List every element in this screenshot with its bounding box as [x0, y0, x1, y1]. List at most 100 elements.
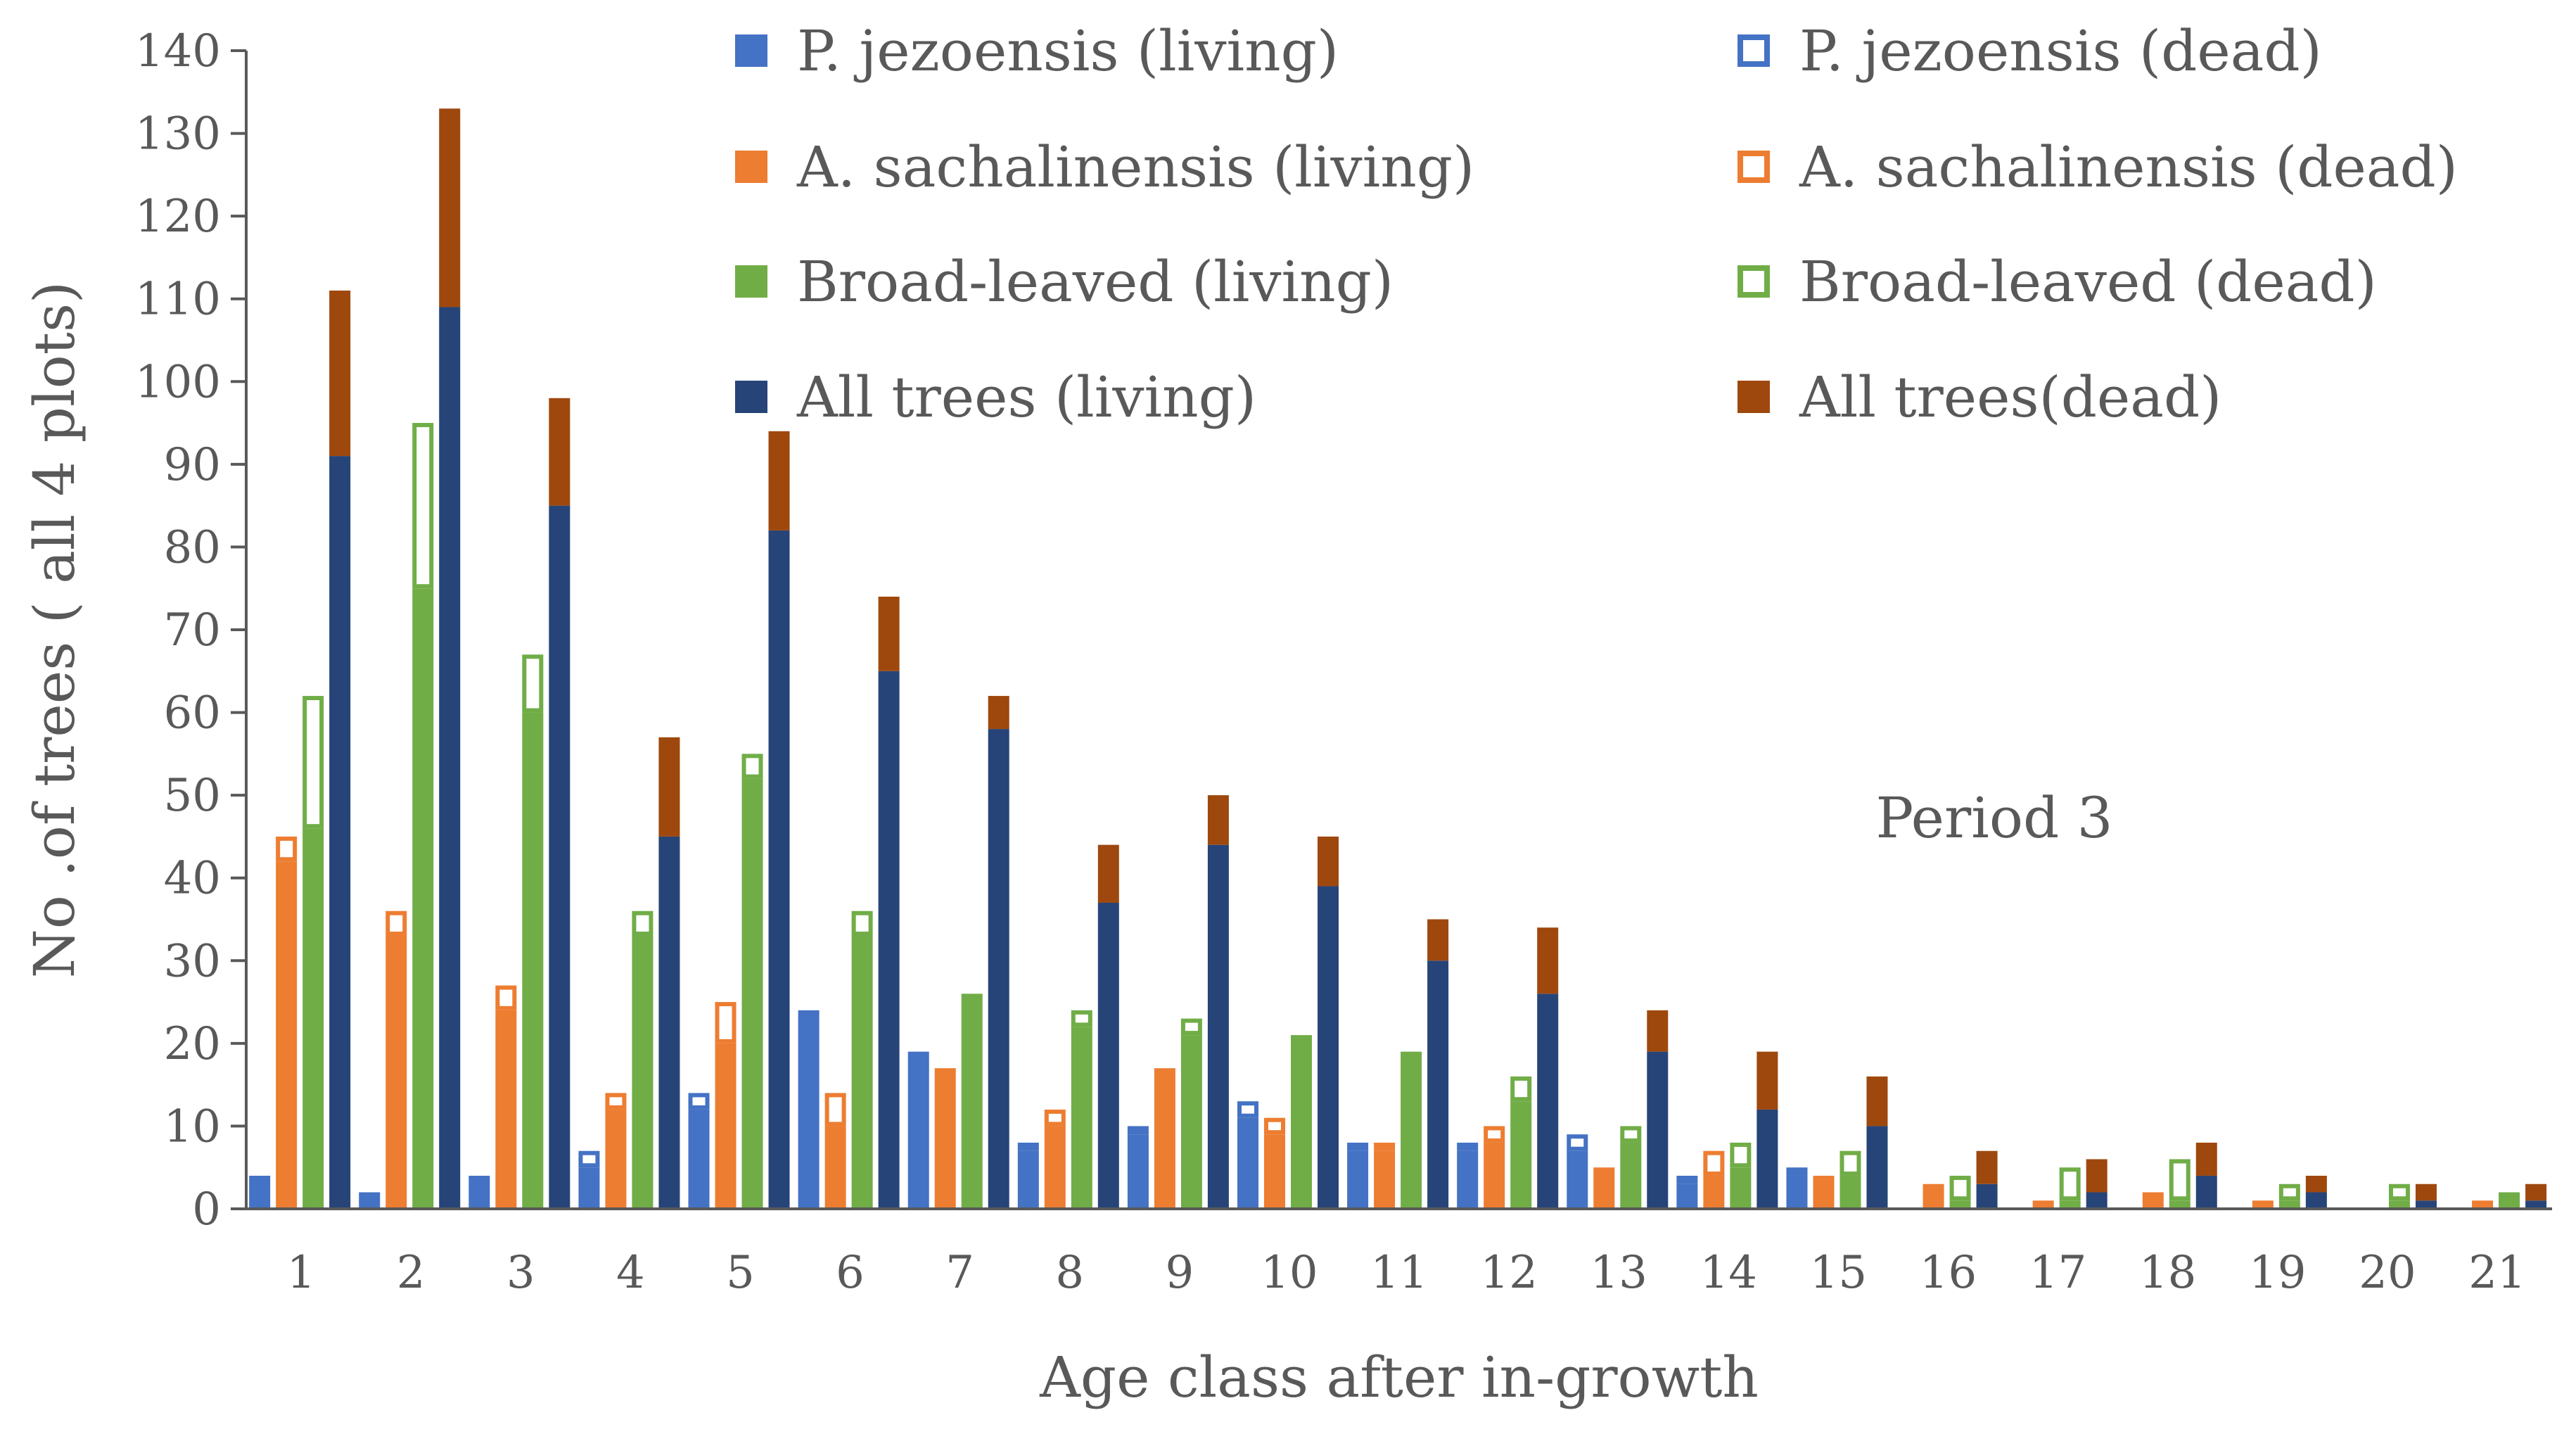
- as-dead-bar: [1374, 1142, 1396, 1151]
- x-tick-label: 8: [1055, 1247, 1084, 1299]
- axes: [245, 51, 2552, 1210]
- y-tick-label: 100: [135, 356, 221, 408]
- pj-dead-bar: [1347, 1142, 1369, 1151]
- y-tick-label: 70: [164, 604, 221, 656]
- as-dead-bar: [824, 1093, 846, 1127]
- all-living-bar: [2305, 1192, 2327, 1209]
- pj-living-bar: [907, 1051, 929, 1209]
- y-tick-label: 20: [164, 1018, 221, 1070]
- pj-living-bar: [688, 1109, 710, 1209]
- pj-dead-bar: [1676, 1175, 1698, 1184]
- all-dead-bar: [1976, 1150, 1998, 1184]
- all-dead-bar: [1318, 836, 1339, 887]
- bl-dead-bar: [412, 423, 434, 589]
- x-tick-label: 7: [945, 1247, 974, 1299]
- all-living-bar: [2415, 1200, 2437, 1209]
- as-dead-bar: [605, 1093, 627, 1110]
- x-axis-title: Age class after in-growth: [1039, 1345, 1759, 1410]
- pj-living-legend-swatch: [735, 34, 767, 67]
- bl-dead-bar: [1839, 1150, 1861, 1176]
- bl-dead-bar: [2059, 1167, 2081, 1201]
- pj-dead-bar: [578, 1150, 600, 1168]
- y-tick-label: 90: [164, 439, 221, 491]
- all-dead-bar: [2195, 1142, 2217, 1176]
- bl-living-bar: [1071, 1027, 1092, 1209]
- as-living-bar: [385, 936, 407, 1209]
- all-living-bar: [1976, 1184, 1998, 1209]
- bl-dead-bar: [522, 654, 544, 713]
- x-tick-label: 9: [1165, 1247, 1194, 1299]
- all-living-bar: [1537, 994, 1559, 1209]
- all-dead-bar: [878, 596, 900, 671]
- x-tick-label: 6: [836, 1247, 865, 1299]
- bl-dead-bar: [1949, 1175, 1971, 1201]
- bl-living-bar: [2059, 1200, 2081, 1209]
- bl-living-bar: [1180, 1035, 1202, 1209]
- x-tick-label: 19: [2249, 1247, 2306, 1299]
- as-living-bar: [1154, 1068, 1175, 1209]
- bl-living-bar: [522, 712, 544, 1209]
- as-dead-bar: [1044, 1109, 1066, 1127]
- as-dead-bar: [385, 910, 407, 937]
- bl-dead-bar: [2169, 1159, 2191, 1201]
- pj-living-bar: [1567, 1150, 1588, 1209]
- bl-dead-bar: [632, 910, 653, 937]
- bl-living-bar: [741, 778, 763, 1209]
- as-living-bar: [1484, 1142, 1505, 1209]
- y-tick-label: 60: [164, 687, 221, 740]
- pj-dead-bar: [1457, 1142, 1479, 1151]
- all-living-bar: [878, 671, 900, 1209]
- as-dead-bar: [1484, 1126, 1505, 1143]
- all-living-bar: [439, 307, 461, 1209]
- all-dead-bar: [329, 290, 351, 457]
- pj-living-bar: [1237, 1117, 1259, 1209]
- bl-living-bar: [412, 588, 434, 1209]
- as-living-bar: [1044, 1126, 1066, 1209]
- all-living-bar: [2086, 1192, 2108, 1209]
- as-living-bar: [1264, 1134, 1286, 1209]
- all-living-legend-swatch: [735, 381, 767, 413]
- bl-living-bar: [302, 828, 324, 1209]
- x-tick-label: 11: [1370, 1247, 1427, 1299]
- x-tick-label: 1: [287, 1247, 316, 1299]
- all-living-bar: [1427, 960, 1449, 1209]
- as-living-bar: [2472, 1200, 2494, 1209]
- pj-living-bar: [359, 1192, 381, 1209]
- bl-living-bar: [1291, 1035, 1313, 1209]
- all-living-bar: [768, 530, 790, 1209]
- x-tick-label: 21: [2468, 1247, 2525, 1299]
- all-living-bar: [1207, 844, 1229, 1209]
- bl-living-bar: [2388, 1200, 2410, 1209]
- y-axis-title: No .of trees ( all 4 plots): [22, 281, 87, 978]
- bars: [249, 108, 2547, 1209]
- x-axis-tick-labels: 1 2 3 4 5 6 7 8 9 10 11 12 13 14 15 16 17 18 19 20 21: [287, 1247, 2526, 1299]
- all-dead-legend-swatch: [1737, 381, 1770, 413]
- bl-dead-bar: [2278, 1184, 2300, 1201]
- x-tick-label: 2: [397, 1247, 426, 1299]
- pj-dead-bar: [1237, 1101, 1259, 1118]
- bl-living-bar: [2169, 1200, 2191, 1209]
- pj-living-bar: [1676, 1184, 1698, 1209]
- all-living-legend-label: All trees (living): [796, 364, 1256, 430]
- x-tick-label: 18: [2139, 1247, 2196, 1299]
- all-living-bar: [549, 505, 570, 1209]
- y-axis-ticks: 0 10 20 30 40 50 60 70 80 90 100 110 120 130 140: [135, 25, 246, 1236]
- bl-living-bar: [1949, 1200, 1971, 1209]
- bl-dead-legend-swatch: [1737, 265, 1770, 298]
- all-dead-bar: [1207, 795, 1229, 845]
- all-dead-bar: [2415, 1184, 2437, 1201]
- bl-living-legend-swatch: [735, 265, 767, 298]
- pj-living-bar: [1457, 1150, 1479, 1209]
- y-tick-label: 110: [135, 274, 221, 326]
- all-living-bar: [1647, 1051, 1669, 1209]
- all-living-bar: [1318, 886, 1339, 1209]
- pj-living-bar: [578, 1167, 600, 1209]
- as-dead-bar: [1703, 1150, 1725, 1176]
- pj-living-legend-label: P. jezoensis (living): [797, 18, 1339, 84]
- pj-living-bar: [1017, 1150, 1039, 1209]
- all-dead-bar: [1866, 1076, 1888, 1127]
- bl-dead-bar: [1510, 1076, 1532, 1102]
- bl-dead-bar: [1730, 1142, 1752, 1168]
- pj-dead-bar: [1017, 1142, 1039, 1151]
